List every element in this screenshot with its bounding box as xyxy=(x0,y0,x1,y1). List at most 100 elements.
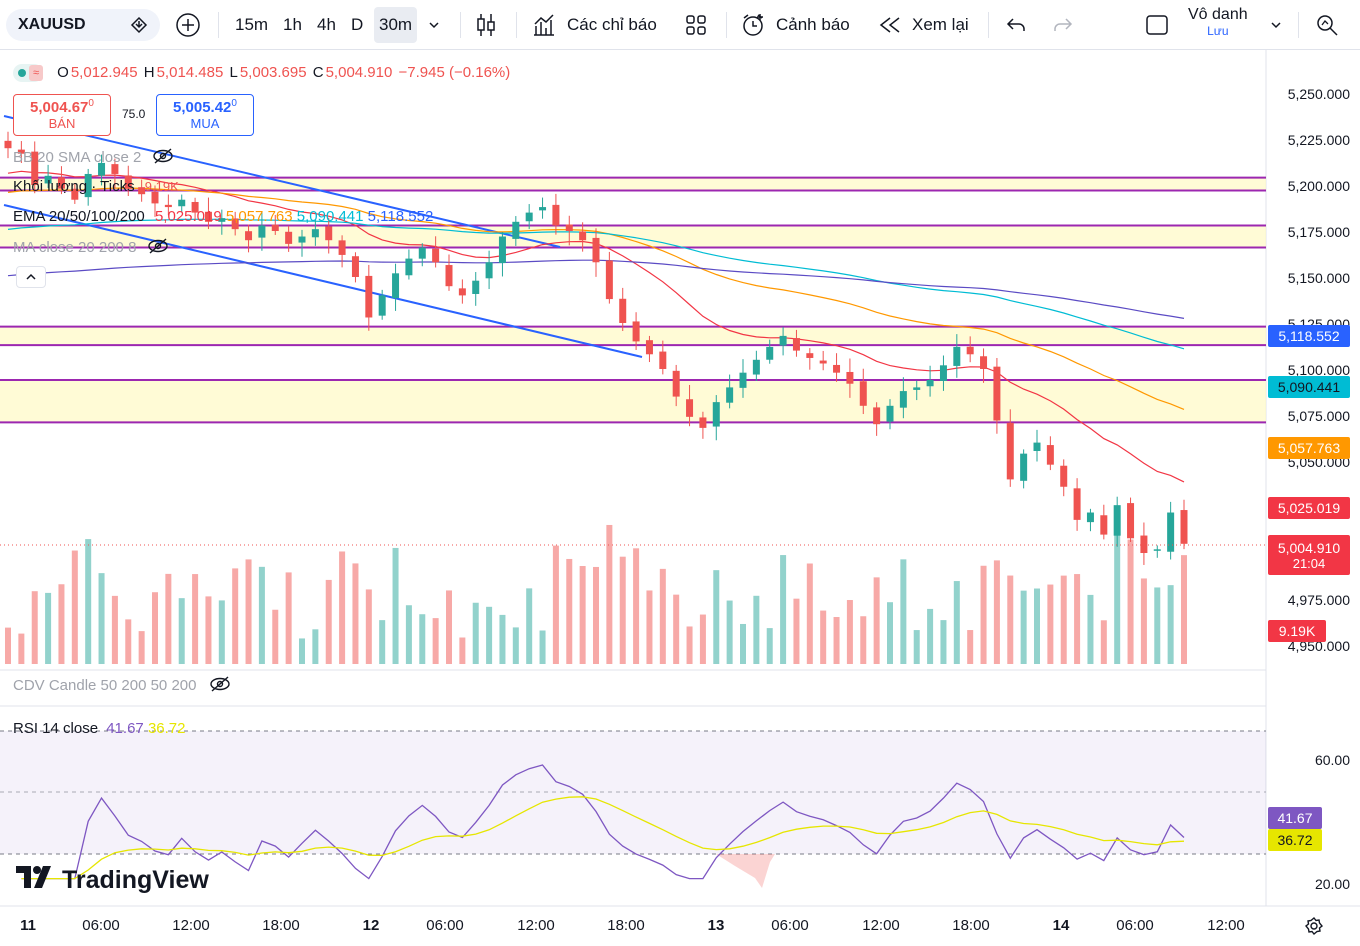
volume-bar xyxy=(686,626,693,664)
bb-label: BB 20 SMA close 2 xyxy=(13,148,142,166)
undo-button[interactable] xyxy=(1005,9,1027,41)
time-tick: 12:00 xyxy=(172,917,210,934)
candle-body xyxy=(1020,453,1028,481)
candle-body xyxy=(311,229,319,238)
add-symbol-button[interactable] xyxy=(175,9,201,41)
candle-body xyxy=(405,258,413,276)
volume-bar xyxy=(1047,584,1054,664)
time-tick: 14 xyxy=(1052,917,1070,934)
tradingview-logo[interactable]: TradingView xyxy=(16,866,209,895)
brand-name: TradingView xyxy=(62,866,209,894)
timeframe-15m[interactable]: 15m xyxy=(235,15,269,34)
ma-legend[interactable]: MA close 20 200 8 xyxy=(13,238,169,258)
candle-body xyxy=(1180,510,1188,544)
candle-body xyxy=(512,221,520,239)
timeframe-4h[interactable]: 4h xyxy=(317,15,336,34)
trendline-lower[interactable] xyxy=(3,204,643,358)
volume-bar xyxy=(873,577,880,664)
trendline-upper[interactable] xyxy=(3,115,561,248)
candle-body xyxy=(418,247,426,259)
eye-off-icon[interactable] xyxy=(147,238,169,258)
candle-body xyxy=(1127,503,1135,539)
time-tick: 06:00 xyxy=(82,917,120,934)
replay-button[interactable]: Xem lại xyxy=(878,9,969,41)
volume-bar xyxy=(593,566,599,664)
eye-off-icon[interactable] xyxy=(152,148,174,168)
rsi-tick: 20.00 xyxy=(1314,876,1350,892)
candle-body xyxy=(739,372,747,388)
quick-search-button[interactable] xyxy=(1314,9,1340,41)
price-tick: 4,975.000 xyxy=(1287,592,1350,608)
collapse-legend-button[interactable] xyxy=(16,266,46,288)
search-icon xyxy=(1314,12,1340,38)
candle-body xyxy=(445,265,453,287)
templates-button[interactable] xyxy=(684,9,708,41)
candle-body xyxy=(472,280,480,294)
candle-body xyxy=(792,338,800,351)
time-tick: 11 xyxy=(20,917,36,934)
timeframe-d[interactable]: D xyxy=(351,15,364,34)
candle-body xyxy=(953,346,961,366)
volume-bar xyxy=(1100,620,1107,664)
open-label: O xyxy=(57,64,69,81)
candle-body xyxy=(833,364,841,373)
volume-bar xyxy=(45,592,52,664)
settings-button[interactable] xyxy=(1304,916,1324,941)
volume-bar xyxy=(379,620,386,664)
bb-legend[interactable]: BB 20 SMA close 2 xyxy=(13,148,174,168)
layout-button[interactable] xyxy=(1144,9,1170,41)
eye-off-icon[interactable] xyxy=(209,676,231,696)
volume-legend[interactable]: Khối lượng · Ticks 9.19K xyxy=(13,178,179,195)
volume-bar xyxy=(459,637,466,664)
rsi-oversold-fill xyxy=(716,854,775,888)
rsi-value: 41.67 xyxy=(106,720,144,737)
time-tick: 12:00 xyxy=(862,917,900,934)
volume-bar xyxy=(780,555,787,664)
rsi-lines xyxy=(21,764,1185,880)
timeframe-dropdown[interactable] xyxy=(426,9,442,41)
volume-bar xyxy=(967,630,974,664)
ema-legend[interactable]: EMA 20/50/100/200 5,025.019 5,057.763 5,… xyxy=(13,208,433,225)
rsi-legend[interactable]: RSI 14 close 41.67 36.72 xyxy=(13,720,185,737)
volume-bar xyxy=(111,595,118,664)
candle-body xyxy=(873,407,881,425)
timeframe-1h[interactable]: 1h xyxy=(283,15,302,34)
time-tick: 12:00 xyxy=(517,917,555,934)
candle-body xyxy=(84,173,92,198)
volume-bar xyxy=(98,573,105,664)
close-label: C xyxy=(312,64,324,81)
volume-bar xyxy=(205,596,212,664)
volume-bar xyxy=(900,559,907,664)
volume-bar xyxy=(887,602,893,664)
alerts-button[interactable]: Cảnh báo xyxy=(740,9,850,41)
sell-label: BÁN xyxy=(48,116,76,131)
candle-body xyxy=(44,175,52,184)
timeframe-30m[interactable]: 30m xyxy=(374,7,418,43)
high-label: H xyxy=(143,64,155,81)
save-layout-button[interactable]: Vô danh Lưu xyxy=(1188,6,1248,44)
layout-dropdown[interactable] xyxy=(1268,9,1284,41)
indicators-button[interactable]: Các chỉ báo xyxy=(531,9,657,41)
sell-button[interactable]: 5,004.670 BÁN xyxy=(13,94,111,136)
buy-button[interactable]: 5,005.420 MUA xyxy=(156,94,254,136)
redo-button[interactable] xyxy=(1052,9,1074,41)
chart-type-button[interactable] xyxy=(474,9,498,41)
cdv-legend[interactable]: CDV Candle 50 200 50 200 xyxy=(13,676,231,696)
candle-body xyxy=(699,417,707,428)
symbol-search[interactable]: XAUUSD xyxy=(6,9,160,41)
price-tick: 5,250.000 xyxy=(1287,86,1350,102)
candle-body xyxy=(779,335,787,346)
volume-bar xyxy=(940,620,947,664)
candle-body xyxy=(231,218,239,230)
candle-body xyxy=(1033,442,1041,452)
volume-bar xyxy=(753,595,760,664)
candle-body xyxy=(539,207,547,211)
volume-label: Khối lượng · Ticks xyxy=(13,178,135,195)
volume-bar xyxy=(860,616,867,664)
ema200-price-tag: 5,118.552 xyxy=(1268,325,1350,347)
volume-bar xyxy=(606,524,613,664)
candle-body xyxy=(71,188,79,200)
volume-bar xyxy=(579,566,586,664)
volume-bar xyxy=(806,563,813,664)
